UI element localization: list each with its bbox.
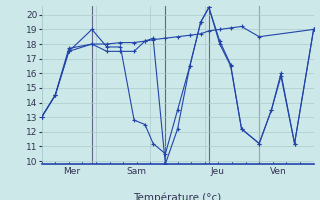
Text: Sam: Sam bbox=[126, 167, 146, 176]
Text: Température (°c): Température (°c) bbox=[133, 192, 222, 200]
Text: Jeu: Jeu bbox=[210, 167, 224, 176]
Text: Mer: Mer bbox=[63, 167, 81, 176]
Text: Ven: Ven bbox=[270, 167, 287, 176]
